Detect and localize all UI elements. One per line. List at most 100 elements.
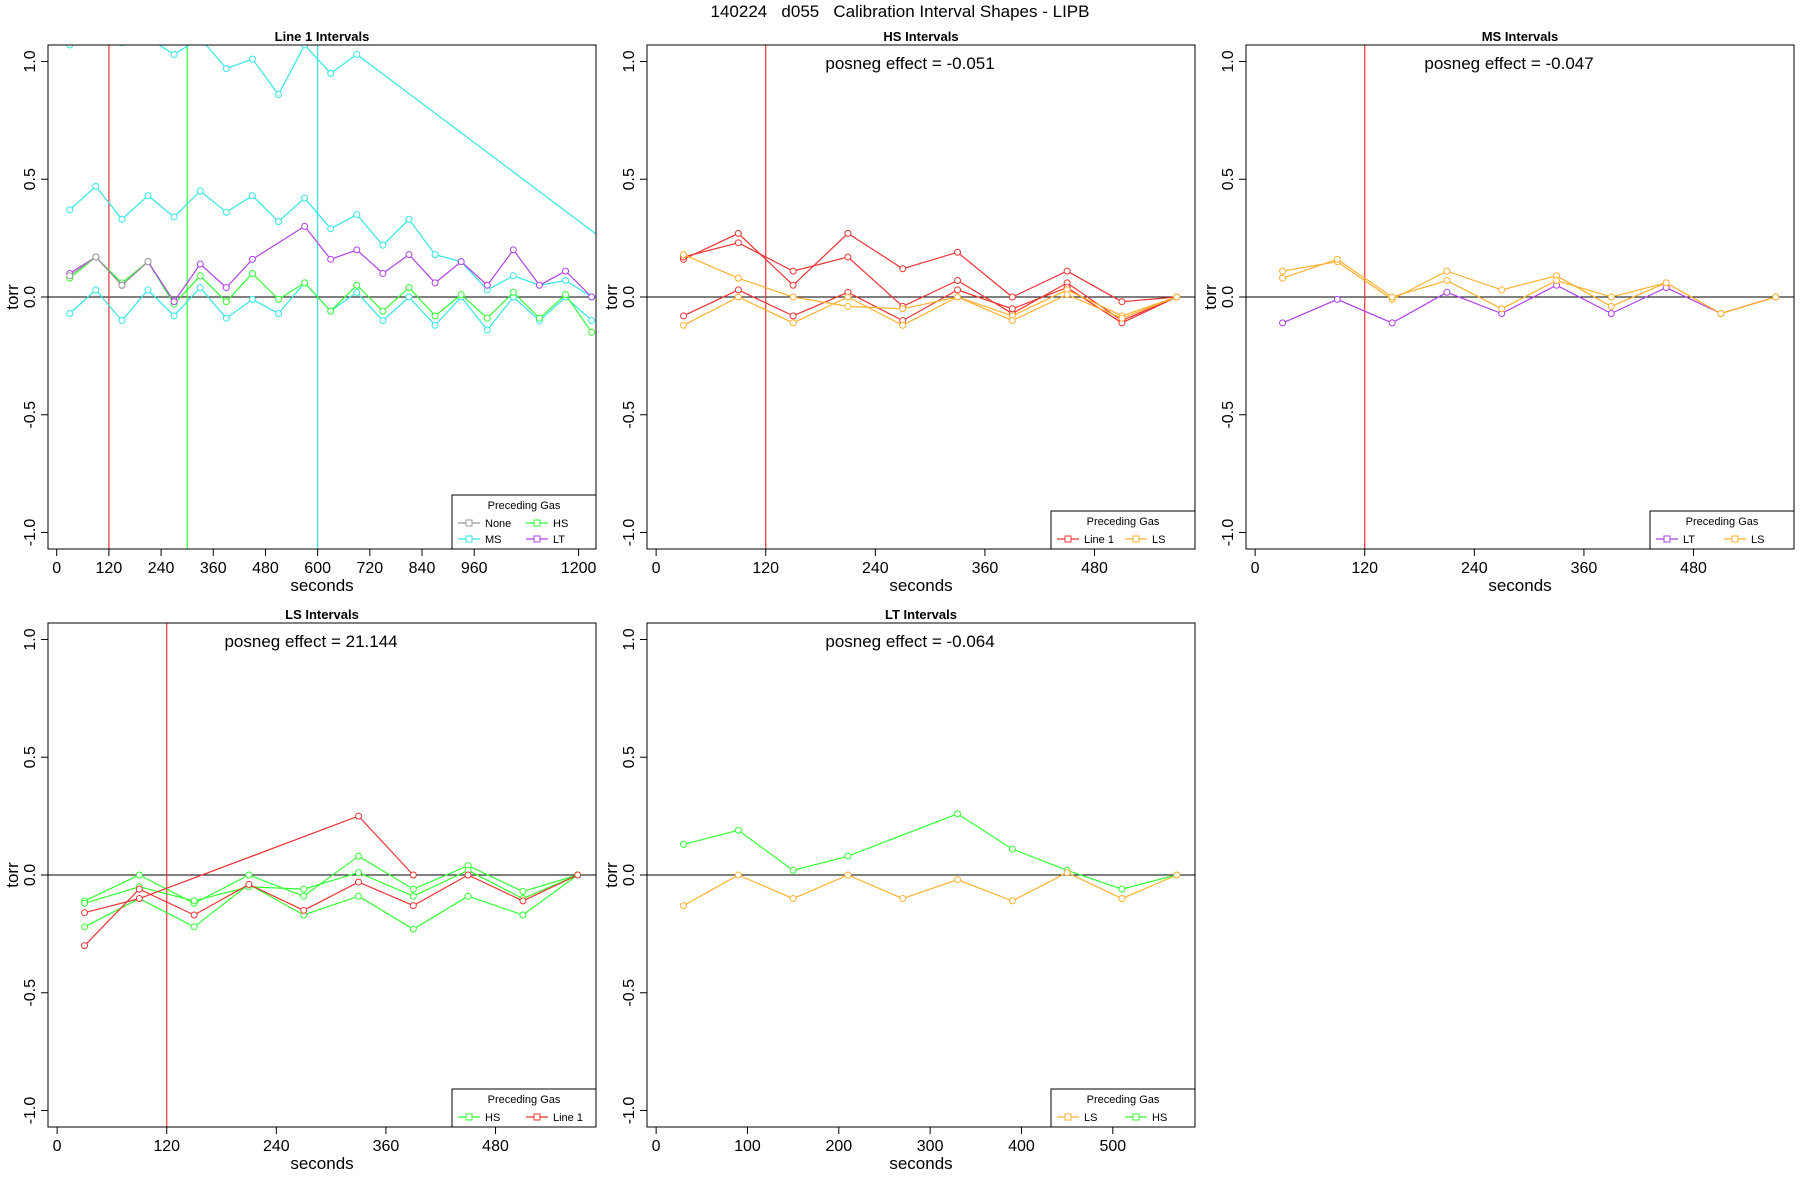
data-point [1607,309,1615,317]
y-tick-label: 0.5 [1220,168,1237,190]
data-point [405,215,413,223]
data-point [248,269,256,277]
data-point [1279,267,1287,275]
x-tick-label: 480 [1081,560,1108,577]
data-point [844,229,852,237]
legend: Preceding Gas HS Line 1 [451,1088,597,1128]
data-point [275,295,283,303]
data-point [275,309,283,317]
data-point [509,246,517,254]
data-point [457,258,465,266]
x-tick-label: 240 [1461,560,1488,577]
data-point [1607,293,1615,301]
data-point [1118,895,1126,903]
data-point [245,871,253,879]
data-point [483,314,491,322]
x-axis: 0 100 200 300 400 500 seconds [652,1126,1126,1173]
data-point [899,265,907,273]
y-axis: -1.0 -0.5 0.0 0.5 1.0 torr [1201,50,1247,546]
data-point [734,239,742,247]
series-line [84,815,414,914]
series-line [84,874,578,947]
y-axis-label: torr [602,862,621,888]
data-point [301,194,309,202]
y-tick-label: -1.0 [621,1097,638,1125]
data-point [1717,309,1725,317]
y-tick-label: 0.0 [22,286,39,308]
x-tick-label: 840 [409,560,436,577]
data-point [245,880,253,888]
data-point [275,90,283,98]
x-tick-label: 0 [1251,560,1260,577]
data-point [1498,305,1506,313]
chart-title: MS Intervals [1482,29,1559,44]
data-point [899,305,907,313]
data-point [92,182,100,190]
data-point [135,895,143,903]
posneg-annotation: posneg effect = 21.144 [224,632,397,651]
data-point [222,284,230,292]
x-axis-label: seconds [1488,576,1551,595]
x-tick-label: 300 [917,1138,944,1155]
legend-entry-label: MS [485,534,502,546]
data-point [81,909,89,917]
series-line [683,871,1177,907]
data-point [954,810,962,818]
data-point [379,269,387,277]
data-point [588,293,596,301]
data-point [248,295,256,303]
data-point [844,871,852,879]
data-point [1279,319,1287,327]
x-tick-label: 120 [1351,560,1378,577]
data-point [144,258,152,266]
data-point [562,267,570,275]
data-point [1279,274,1287,282]
legend-swatch-marker [465,1113,473,1121]
data-point [1443,288,1451,296]
data-point [1063,291,1071,299]
x-tick-label: 240 [148,560,175,577]
legend: Preceding Gas None HS MS LT [451,494,597,550]
data-point [405,251,413,259]
legend-entry-label: LS [1084,1112,1097,1124]
plot-area [647,45,1195,549]
legend-swatch-marker [1064,1113,1072,1121]
data-point [1443,267,1451,275]
data-point [1173,293,1181,301]
data-point [170,312,178,320]
legend-title: Preceding Gas [1087,516,1160,528]
data-point [81,942,89,950]
data-point [509,272,517,280]
y-tick-label: 1.0 [1220,50,1237,72]
legend-swatch-marker [1132,535,1140,543]
data-point [1443,277,1451,285]
data-point [588,328,596,336]
data-point [844,302,852,310]
data-point [1772,293,1780,301]
chart-panel: Line 1 Intervals 0 120 240 360 480 600 720 840 96… [3,29,608,595]
x-axis-label: seconds [889,1154,952,1173]
data-point [92,253,100,261]
data-point [353,288,361,296]
data-point [222,298,230,306]
x-tick-label: 240 [263,1138,290,1155]
data-point [602,237,608,243]
data-point [519,911,527,919]
legend-entry-label: HS [553,518,568,530]
data-point [170,213,178,221]
y-tick-label: 0.0 [621,864,638,886]
data-point [734,871,742,879]
y-tick-label: -0.5 [22,979,39,1007]
data-point [248,192,256,200]
data-point [680,251,688,259]
legend-title: Preceding Gas [1087,1094,1160,1106]
data-point [327,69,335,77]
data-point [734,293,742,301]
data-point [327,225,335,233]
y-axis-label: torr [602,284,621,310]
legend-swatch-marker [1132,1113,1140,1121]
data-point [899,895,907,903]
legend-swatch-marker [533,535,541,543]
